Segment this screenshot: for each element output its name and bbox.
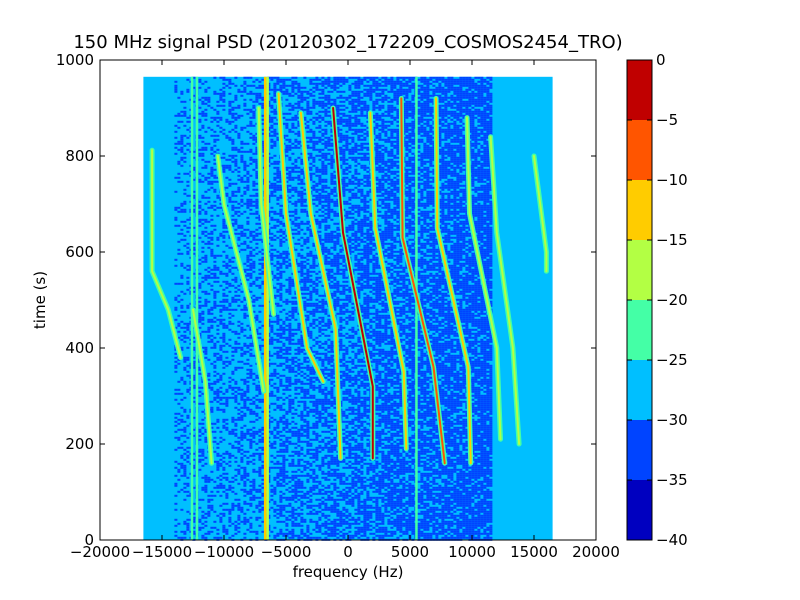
x-tick-label: −10000 [194, 543, 254, 561]
doppler-trace [192, 308, 213, 465]
colorbar-tick-label: −20 [656, 291, 688, 309]
x-tick-label: 15000 [510, 543, 558, 561]
colorbar-segment [627, 420, 652, 480]
y-tick-label: 200 [65, 435, 94, 453]
colorbar-tick-label: −35 [656, 471, 688, 489]
x-tick-label: −15000 [132, 543, 192, 561]
doppler-trace [299, 111, 342, 460]
plot-area: −20000 −15000 −10000 −5000 0 5000 10000 15000 20… [56, 51, 620, 561]
colorbar-segment [627, 300, 652, 360]
x-tick-label: −5000 [261, 543, 312, 561]
heatmap-vertical-line [263, 76, 267, 541]
doppler-trace [466, 116, 502, 441]
heatmap-vertical-line [266, 76, 269, 541]
doppler-trace [489, 135, 521, 445]
colorbar-tick-label: −25 [656, 351, 688, 369]
x-tick-label: −20000 [70, 543, 130, 561]
colorbar-segment [627, 240, 652, 300]
doppler-trace [216, 155, 265, 393]
colorbar-tick-label: −10 [656, 171, 688, 189]
colorbar-tick-label: −30 [656, 411, 688, 429]
y-axis: 0 200 400 600 800 1000 [56, 51, 596, 549]
colorbar-tick-label: −40 [656, 531, 688, 549]
doppler-trace [277, 92, 325, 383]
doppler-trace [332, 107, 374, 460]
y-tick-label: 1000 [56, 51, 94, 69]
chart-title: 150 MHz signal PSD (20120302_172209_COSM… [73, 32, 622, 53]
doppler-trace [257, 107, 275, 316]
colorbar-tick-label: −5 [656, 111, 678, 129]
x-tick-label: 10000 [448, 543, 496, 561]
heatmap-vertical-line [195, 76, 199, 541]
colorbar-segment [627, 180, 652, 240]
colorbar-segment [627, 120, 652, 180]
spectrogram-heatmap [143, 76, 553, 541]
colorbar-segment [627, 360, 652, 420]
colorbar-segment [627, 60, 652, 120]
y-tick-label: 800 [65, 147, 94, 165]
x-axis: −20000 −15000 −10000 −5000 0 5000 10000 15000 20… [70, 60, 620, 561]
y-tick-label: 400 [65, 339, 94, 357]
y-tick-label: 600 [65, 243, 94, 261]
colorbar-tick-label: −15 [656, 231, 688, 249]
doppler-trace [369, 111, 408, 450]
x-axis-label: frequency (Hz) [293, 563, 404, 581]
colorbar-segment [627, 480, 652, 540]
y-tick-label: 0 [84, 531, 94, 549]
heatmap-vertical-line [415, 76, 418, 541]
x-tick-label: 20000 [572, 543, 620, 561]
doppler-trace [435, 97, 472, 465]
x-tick-label: 0 [343, 543, 353, 561]
doppler-trace [400, 97, 446, 465]
y-axis-label: time (s) [31, 271, 49, 329]
colorbar: 0 −5 −10 −15 −20 −25 −30 −35 −40 [626, 51, 688, 549]
colorbar-tick-label: 0 [656, 51, 666, 69]
x-tick-label: 5000 [391, 543, 429, 561]
doppler-trace [533, 155, 548, 273]
doppler-trace [151, 149, 182, 359]
